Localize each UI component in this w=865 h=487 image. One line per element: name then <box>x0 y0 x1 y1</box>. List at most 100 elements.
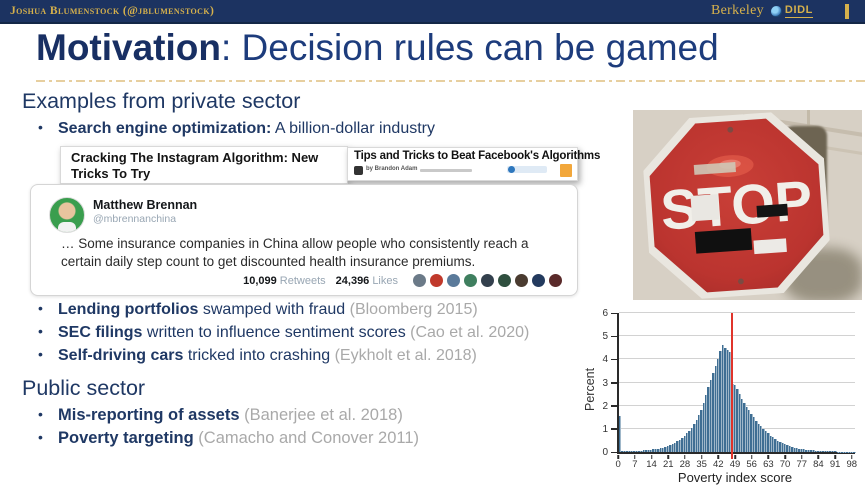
histogram-bar <box>748 410 751 452</box>
histogram-bar <box>700 410 703 452</box>
x-axis-label: Poverty index score <box>677 470 793 485</box>
histogram-bar <box>724 347 727 452</box>
histogram-bar <box>807 449 811 452</box>
liker-avatar <box>429 273 444 288</box>
liker-avatar <box>463 273 478 288</box>
histogram-bars <box>619 313 856 452</box>
misreporting-bullet: • Mis-reporting of assets (Banerjee et al… <box>38 406 403 425</box>
histogram-bar <box>681 438 684 452</box>
histogram-bar <box>652 449 655 452</box>
x-tick-mark <box>750 455 753 459</box>
histogram-bar <box>803 449 806 452</box>
misreporting-cite: (Banerjee et al. 2018) <box>244 406 403 424</box>
y-tick-mark <box>611 382 617 384</box>
white-sticker-lower <box>753 238 787 255</box>
histogram-bar <box>638 450 641 452</box>
histogram-bar <box>738 394 741 452</box>
header-bar: Joshua Blumenstock (@jblumenstock) Berke… <box>0 0 865 24</box>
black-sticker-small <box>756 203 789 218</box>
histogram-bar <box>666 445 670 452</box>
instagram-headline-card: Cracking The Instagram Algorithm: New Tr… <box>60 146 348 184</box>
histogram-bar <box>733 384 737 452</box>
bullet-dot: • <box>38 406 43 422</box>
histogram-bar <box>712 373 715 452</box>
histogram-bar <box>626 451 629 452</box>
x-tick-mark <box>784 455 786 459</box>
histogram-bar <box>760 426 763 452</box>
like-count: 24,396 <box>335 274 370 287</box>
histogram-bar <box>635 450 639 452</box>
histogram-bar <box>817 450 820 452</box>
x-tick: 70 <box>779 459 791 470</box>
histogram-bar <box>779 442 782 452</box>
histogram-bar <box>740 398 744 452</box>
histogram-bar <box>726 350 729 452</box>
liker-avatar <box>497 273 512 288</box>
didl-logo: DIDL <box>784 4 813 18</box>
y-tick: 5 <box>602 331 608 343</box>
histogram-bar <box>628 451 631 452</box>
liker-avatar <box>412 273 427 288</box>
y-tick-mark <box>611 335 617 338</box>
x-tick-labels: 0 7 14 21 28 35 42 49 56 63 70 77 84 91 98 <box>615 455 857 471</box>
globe-icon <box>770 5 782 17</box>
threshold-line <box>731 313 733 459</box>
gridline <box>619 358 855 360</box>
poverty-bold: Poverty targeting <box>58 429 199 447</box>
histogram-bar <box>752 417 756 452</box>
y-tick-labels: 0 1 2 3 4 5 6 <box>587 308 617 458</box>
histogram-bar <box>757 423 761 452</box>
cars-text: tricked into crashing <box>183 347 335 364</box>
histogram-bar <box>654 449 658 452</box>
title-rest: : Decision rules can be gamed <box>220 27 719 68</box>
tape-sticker <box>693 162 736 175</box>
x-tick: 0 <box>615 459 621 470</box>
header-logos: Berkeley DIDL <box>711 3 849 19</box>
x-tick: 63 <box>763 459 774 470</box>
histogram-bar <box>621 450 624 452</box>
tweet-stats-row: 10,099 Retweets 24,396 Likes <box>243 273 563 288</box>
x-tick-mark <box>800 455 803 459</box>
histogram-bar <box>650 449 653 452</box>
y-tick: 1 <box>602 423 608 435</box>
liker-avatars <box>410 273 563 288</box>
poverty-cite: (Camacho and Conover 2011) <box>198 429 420 447</box>
histogram-bar <box>690 427 694 452</box>
histogram-bar <box>659 448 663 452</box>
histogram-bar <box>640 450 643 452</box>
seo-bullet: • Search engine optimization: A billion-d… <box>38 119 435 138</box>
x-tick-mark <box>817 455 820 459</box>
histogram-bar <box>662 447 665 452</box>
histogram-bar <box>721 345 725 452</box>
y-tick: 3 <box>602 377 608 389</box>
byline-avatar <box>354 165 363 175</box>
x-tick-mark <box>684 455 686 459</box>
histogram-bar <box>769 435 772 452</box>
histogram-bar <box>702 403 706 452</box>
histogram-bar <box>743 402 746 452</box>
sign-bolt-top <box>727 126 734 133</box>
white-square-sticker <box>690 194 720 222</box>
cars-bold: Self-driving cars <box>58 347 184 364</box>
histogram-bar <box>736 389 739 452</box>
byline-meta-bar <box>420 168 473 172</box>
gridline <box>619 335 855 337</box>
bullet-dot: • <box>38 300 43 316</box>
facebook-headline-card: Tips and Tricks to Beat Facebook's Algor… <box>347 147 600 181</box>
histogram-bar <box>676 441 679 452</box>
sign-bolt-bottom <box>738 278 744 285</box>
title-divider <box>36 80 865 82</box>
y-tick-mark <box>611 358 617 361</box>
histogram-bar <box>788 446 792 452</box>
x-tick-mark <box>717 455 720 459</box>
x-tick-mark <box>734 455 736 459</box>
histogram-bar <box>755 420 758 452</box>
histogram-bar <box>714 366 718 452</box>
black-sticker-large <box>694 228 753 254</box>
x-tick-mark <box>700 455 703 459</box>
histogram-bar <box>812 450 816 452</box>
x-tick: 49 <box>729 459 741 470</box>
histogram-bar <box>719 351 722 452</box>
histogram-bar <box>717 359 720 452</box>
histogram-bar <box>783 444 787 452</box>
